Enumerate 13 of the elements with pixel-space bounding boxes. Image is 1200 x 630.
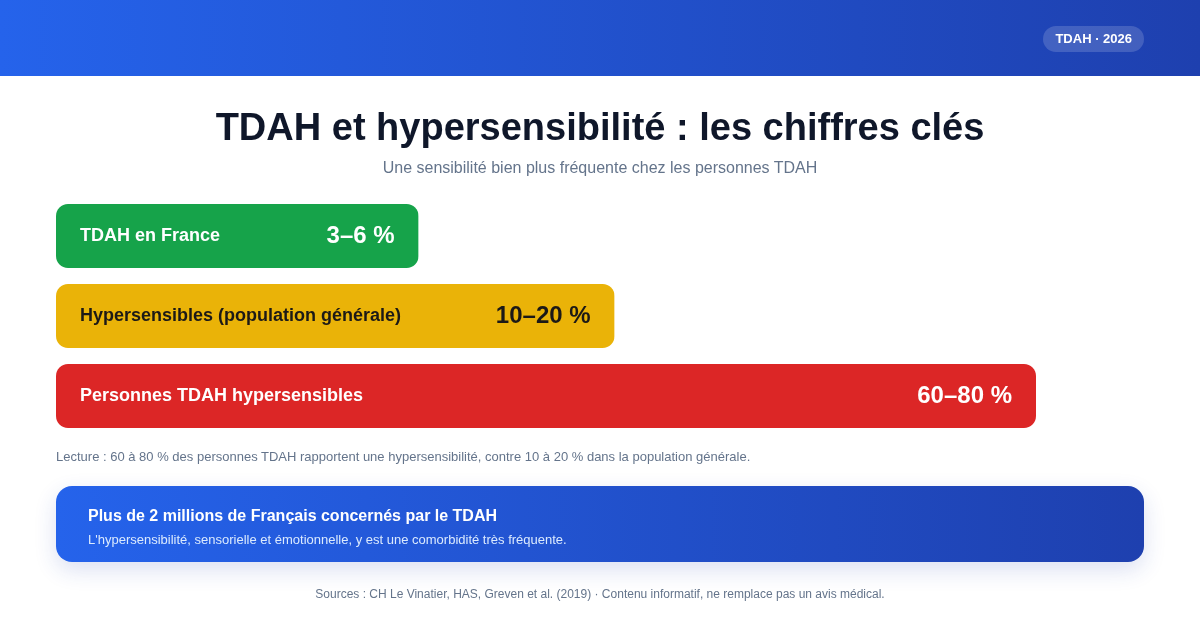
text: TDAH · 2026: [1055, 30, 1132, 48]
text: L'hypersensibilité, sensorielle et émotionnelle, y est une comorbidité très fréquente.: [88, 532, 567, 547]
chart-subtitle: Une sensibilité bien plus fréquente chez les personnes TDAH: [382, 159, 818, 176]
annotation: 60–80 %: [917, 381, 1012, 408]
text: Lecture : 60 à 80 % des personnes TDAH rapportent une hypersensibilité, contre 10 à 20 % dans la population générale.: [56, 449, 751, 464]
y-tick-label: Personnes TDAH hypersensibles: [80, 385, 364, 405]
y-tick-label: Hypersensibles (population générale): [80, 305, 402, 325]
text: Plus de 2 millions de Français concernés par le TDAH: [88, 507, 498, 525]
annotation: 3–6 %: [326, 221, 395, 248]
y-tick-label: TDAH en France: [80, 225, 221, 245]
chart-title: TDAH et hypersensibilité : les chiffres clés: [215, 106, 985, 148]
source-note: Sources : CH Le Vinatier, HAS, Greven et al. (2019) · Contenu informatif, ne remplace pas un avis médical.: [314, 587, 886, 601]
annotation: 10–20 %: [495, 301, 591, 328]
